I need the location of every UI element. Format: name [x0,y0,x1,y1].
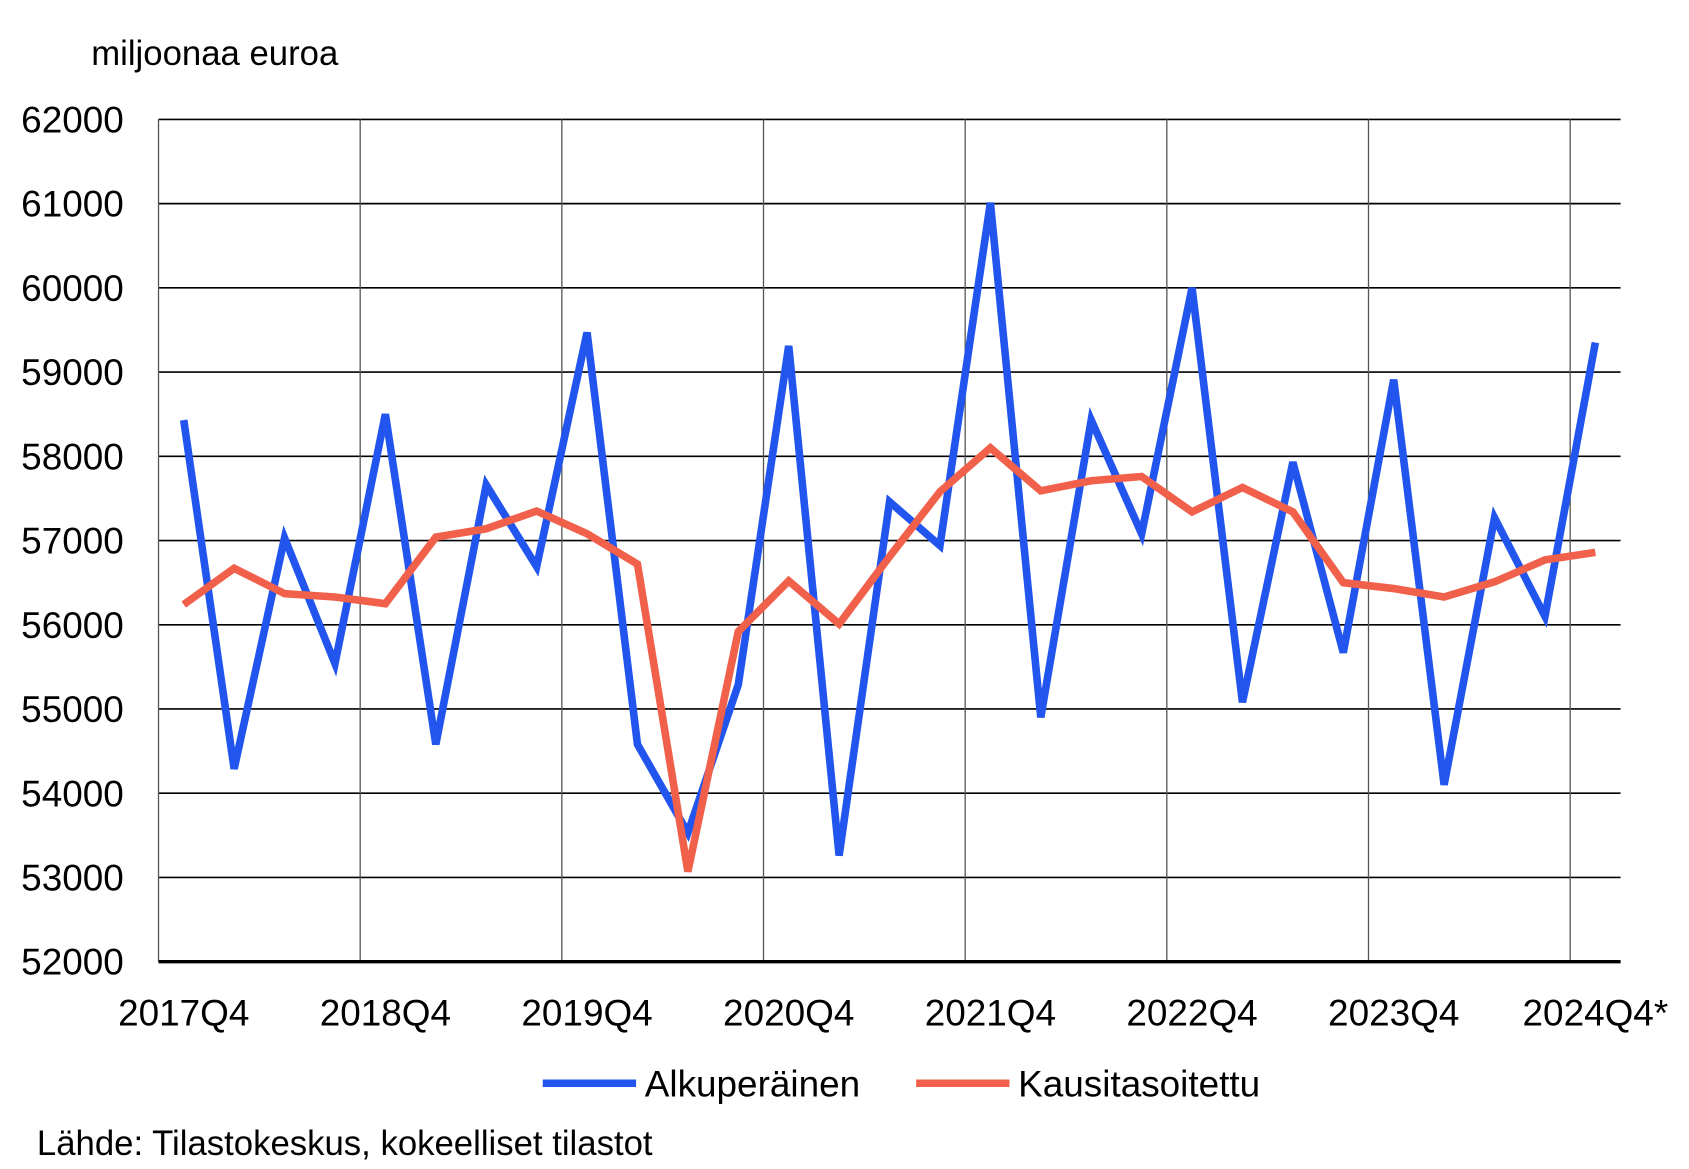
legend-label: Kausitasoitettu [1018,1063,1260,1104]
y-axis-label: miljoonaa euroa [91,35,339,73]
source-note: Lähde: Tilastokeskus, kokeelliset tilast… [37,1125,653,1163]
y-tick-label: 59000 [21,352,124,393]
x-tick-label: 2019Q4 [521,993,652,1034]
y-tick-label: 62000 [21,99,124,140]
x-tick-label: 2020Q4 [723,993,854,1034]
y-tick-label: 60000 [21,268,124,309]
y-tick-label: 57000 [21,521,124,562]
y-tick-label: 61000 [21,184,124,225]
x-tick-label: 2021Q4 [925,993,1056,1034]
x-tick-label: 2023Q4 [1328,993,1459,1034]
series-line [181,442,1596,873]
y-tick-label: 54000 [21,773,124,814]
x-tick-label: 2017Q4 [118,993,249,1034]
y-tick-label: 56000 [21,605,124,646]
y-tick-label: 55000 [21,689,124,730]
y-tick-label: 58000 [21,436,124,477]
y-tick-label: 52000 [21,942,124,983]
x-tick-label: 2018Q4 [320,993,451,1034]
x-tick-label: 2024Q4* [1523,993,1669,1034]
series-line [179,202,1600,857]
y-tick-label: 53000 [21,857,124,898]
x-tick-label: 2022Q4 [1126,993,1257,1034]
legend-label: Alkuperäinen [645,1063,860,1104]
